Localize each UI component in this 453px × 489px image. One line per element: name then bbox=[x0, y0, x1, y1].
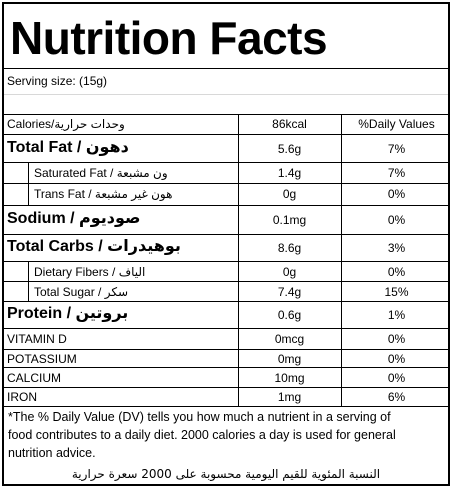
iron-dv: 6% bbox=[387, 390, 406, 404]
divider bbox=[4, 406, 448, 407]
total-sugar-amount: 7.4g bbox=[277, 285, 302, 299]
saturated-fat-amount: 1.4g bbox=[277, 166, 302, 180]
protein-dv: 1% bbox=[387, 308, 406, 322]
footnote-line: *The % Daily Value (DV) tells you how mu… bbox=[8, 410, 391, 424]
sodium-label: Sodium / صوديوم bbox=[7, 210, 141, 227]
total-sugar-dv: 15% bbox=[384, 285, 409, 299]
sodium-dv: 0% bbox=[387, 213, 406, 227]
calories-amount: 86kcal bbox=[272, 117, 307, 131]
potassium-amount: 0mg bbox=[277, 352, 302, 366]
divider bbox=[4, 94, 448, 95]
trans-fat-dv: 0% bbox=[387, 187, 406, 201]
trans-fat-amount: 0g bbox=[282, 187, 297, 201]
divider bbox=[4, 281, 448, 282]
divider bbox=[4, 134, 448, 135]
divider bbox=[4, 114, 448, 115]
panel-title: Nutrition Facts bbox=[10, 12, 328, 64]
total-carbs-dv: 3% bbox=[387, 241, 406, 255]
potassium-label: POTASSIUM bbox=[7, 352, 77, 366]
divider bbox=[4, 183, 448, 184]
divider bbox=[4, 261, 448, 262]
column-divider bbox=[238, 114, 239, 406]
dietary-fibers-dv: 0% bbox=[387, 265, 406, 279]
divider bbox=[4, 162, 448, 163]
divider bbox=[4, 328, 448, 329]
footnote-arabic: النسبة المئوية للقيم اليومية محسوبة على … bbox=[71, 467, 381, 481]
iron-amount: 1mg bbox=[277, 390, 302, 404]
total-carbs-label: Total Carbs / بوهيدرات bbox=[7, 238, 181, 255]
iron-label: IRON bbox=[7, 390, 37, 404]
protein-amount: 0.6g bbox=[277, 308, 302, 322]
divider bbox=[4, 301, 448, 302]
vitamin-d-dv: 0% bbox=[387, 332, 406, 346]
total-fat-dv: 7% bbox=[387, 142, 406, 156]
divider bbox=[4, 205, 448, 206]
indent-divider bbox=[28, 261, 29, 301]
footnote-line: nutrition advice. bbox=[8, 446, 96, 460]
calcium-label: CALCIUM bbox=[7, 371, 62, 385]
divider bbox=[4, 349, 448, 350]
total-fat-amount: 5.6g bbox=[277, 142, 302, 156]
calories-label: Calories/وحدات حرارية bbox=[7, 117, 125, 131]
nutrition-facts-panel: Nutrition Facts Serving size: (15g) Calo… bbox=[2, 2, 450, 486]
vitamin-d-amount: 0mcg bbox=[274, 332, 305, 346]
footnote-line: food contributes to a daily diet. 2000 c… bbox=[8, 428, 396, 442]
potassium-dv: 0% bbox=[387, 352, 406, 366]
sodium-amount: 0.1mg bbox=[272, 213, 307, 227]
total-carbs-amount: 8.6g bbox=[277, 241, 302, 255]
column-divider bbox=[341, 114, 342, 406]
indent-divider bbox=[28, 162, 29, 205]
calcium-amount: 10mg bbox=[274, 371, 305, 385]
divider bbox=[4, 234, 448, 235]
divider bbox=[4, 367, 448, 368]
daily-values-header: %Daily Values bbox=[358, 117, 435, 131]
divider bbox=[4, 68, 448, 69]
dietary-fibers-amount: 0g bbox=[282, 265, 297, 279]
calcium-dv: 0% bbox=[387, 371, 406, 385]
total-sugar-label: Total Sugar / سكر bbox=[34, 285, 129, 299]
saturated-fat-label: Saturated Fat / ون مشبعة bbox=[34, 166, 168, 180]
protein-label: Protein / بروتين bbox=[7, 305, 129, 322]
total-fat-label: Total Fat / دهون bbox=[7, 139, 129, 156]
dietary-fibers-label: Dietary Fibers / الياف bbox=[34, 265, 146, 279]
vitamin-d-label: VITAMIN D bbox=[7, 332, 67, 346]
trans-fat-label: Trans Fat / هون غير مشبعة bbox=[34, 187, 173, 201]
divider bbox=[4, 387, 448, 388]
serving-size: Serving size: (15g) bbox=[7, 74, 108, 88]
saturated-fat-dv: 7% bbox=[387, 166, 406, 180]
